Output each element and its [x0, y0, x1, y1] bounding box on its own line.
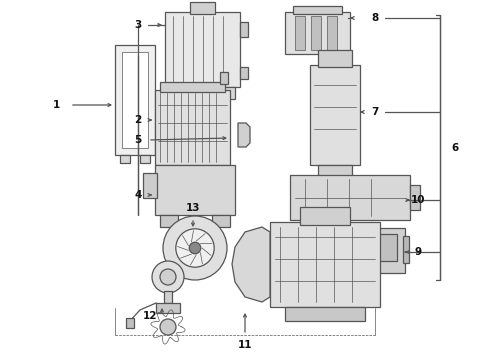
Text: 7: 7: [371, 107, 379, 117]
Circle shape: [176, 229, 214, 267]
Bar: [318, 165, 352, 183]
Bar: [410, 185, 420, 210]
Text: 13: 13: [186, 203, 200, 213]
Text: 11: 11: [238, 340, 252, 350]
Circle shape: [152, 261, 184, 293]
Bar: [140, 155, 150, 163]
Text: 3: 3: [134, 20, 142, 30]
Bar: [212, 215, 230, 227]
Bar: [143, 173, 157, 198]
Bar: [301, 236, 307, 263]
Bar: [155, 165, 235, 215]
Bar: [115, 45, 155, 155]
Bar: [126, 318, 134, 328]
Bar: [403, 236, 409, 263]
Bar: [155, 90, 230, 165]
Bar: [285, 12, 350, 54]
Bar: [240, 22, 248, 37]
Bar: [122, 52, 148, 148]
Bar: [300, 207, 350, 225]
Bar: [313, 234, 397, 261]
Bar: [190, 2, 215, 14]
Bar: [164, 291, 172, 303]
Text: 4: 4: [134, 190, 142, 200]
Bar: [240, 67, 248, 79]
Text: 10: 10: [411, 195, 425, 205]
Bar: [220, 72, 228, 84]
Text: 6: 6: [451, 143, 459, 153]
Bar: [305, 228, 405, 273]
Bar: [160, 215, 178, 227]
Bar: [156, 303, 180, 313]
Bar: [293, 6, 342, 14]
Bar: [120, 155, 130, 163]
Text: 1: 1: [52, 100, 60, 110]
Bar: [290, 175, 410, 220]
Text: 5: 5: [134, 135, 142, 145]
Text: 9: 9: [415, 247, 421, 257]
Bar: [295, 16, 305, 50]
Circle shape: [160, 269, 176, 285]
Bar: [170, 87, 235, 99]
Text: 2: 2: [134, 115, 142, 125]
Text: 12: 12: [143, 311, 157, 321]
Bar: [310, 65, 360, 165]
Circle shape: [160, 319, 176, 335]
Circle shape: [189, 242, 201, 254]
Bar: [327, 16, 337, 50]
Bar: [160, 82, 225, 92]
Text: 8: 8: [371, 13, 379, 23]
Bar: [270, 222, 380, 307]
Polygon shape: [238, 123, 250, 147]
Circle shape: [163, 216, 227, 280]
Bar: [311, 16, 321, 50]
Polygon shape: [232, 227, 270, 302]
Bar: [165, 12, 240, 87]
Bar: [318, 50, 352, 67]
Bar: [285, 307, 365, 321]
